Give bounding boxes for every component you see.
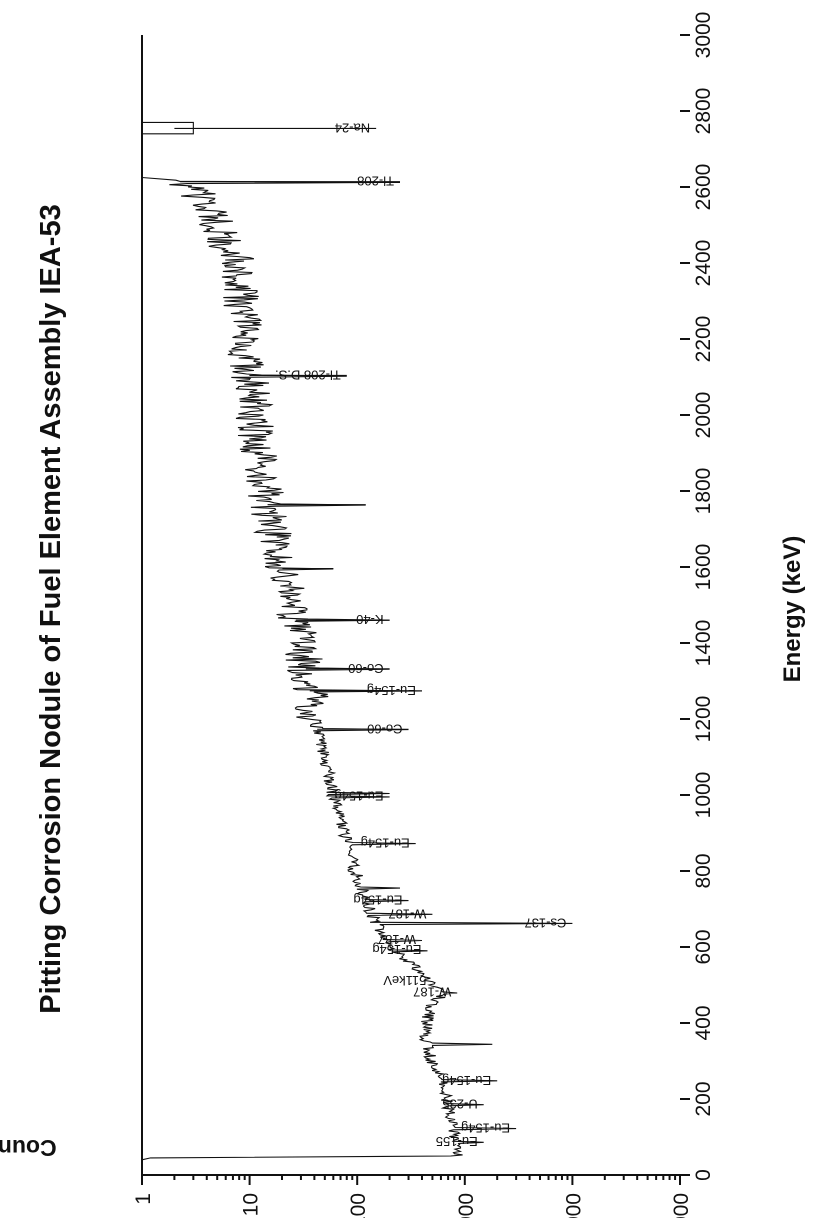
peak-annotations: Eu-155Eu-154gU-235Eu-154gW-187511keVEu-1… [174, 120, 566, 1148]
peak-label: 511keV [383, 973, 426, 988]
x-tick-label: 1000 [692, 772, 715, 819]
x-tick-label: 1600 [692, 544, 715, 591]
y-tick-label: 1 [132, 1193, 155, 1205]
x-tick-label: 2400 [692, 240, 715, 287]
x-axis-label: Energy (keV) [779, 536, 806, 683]
x-tick-label: 200 [692, 1081, 715, 1116]
x-tick-label: 800 [692, 853, 715, 888]
x-tick-label: 1400 [692, 620, 715, 667]
spectrum-trace [142, 122, 572, 1159]
axes-group [142, 35, 690, 1185]
y-tick-label: 100000 [670, 1193, 693, 1218]
x-tick-label: 0 [692, 1169, 715, 1181]
y-axis-label: Counts [0, 1135, 57, 1161]
peak-label: Eu-154g [353, 892, 402, 907]
peak-label: U-235 [442, 1096, 477, 1111]
x-tick-label: 1800 [692, 468, 715, 515]
y-tick-labels: 1 10 100 1000 10000 100000 [132, 1193, 693, 1218]
peak-label: Eu-154g [334, 789, 383, 804]
peak-label: Eu-154g [461, 1120, 510, 1135]
x-tick-label: 2200 [692, 316, 715, 363]
x-tick-label: 3000 [692, 12, 715, 59]
x-tick-label: 1200 [692, 696, 715, 743]
x-tick-label: 600 [692, 929, 715, 964]
x-tick-labels: 0 200 400 600 800 1000 1200 1400 1600 1800 2000 220… [692, 12, 715, 1181]
peak-label: Cs-137 [524, 915, 566, 930]
y-tick-label: 100 [347, 1193, 370, 1218]
peak-label: Tl-208 [357, 174, 394, 189]
peak-label: Co-60 [367, 721, 402, 736]
peak-label: Na-24 [335, 120, 370, 135]
y-tick-label: 10 [240, 1193, 263, 1216]
peak-label: W-187 [388, 906, 426, 921]
x-tick-label: 400 [692, 1005, 715, 1040]
chart-title: Pitting Corrosion Nodule of Fuel Element… [35, 204, 67, 1013]
peak-label: Tl-208 D.S. [275, 367, 341, 382]
x-tick-label: 2800 [692, 88, 715, 135]
peak-label: Eu-154g [367, 683, 416, 698]
x-tick-label: 2600 [692, 164, 715, 211]
peak-label: Co-60 [348, 661, 383, 676]
y-tick-label: 1000 [455, 1193, 478, 1218]
peak-label: W-187 [378, 932, 416, 947]
y-tick-label: 10000 [562, 1193, 585, 1218]
x-tick-label: 2000 [692, 392, 715, 439]
peak-label: Eu-154g [361, 835, 410, 850]
peak-label: K-40 [356, 612, 383, 627]
peak-label: Eu-154g [442, 1073, 491, 1088]
